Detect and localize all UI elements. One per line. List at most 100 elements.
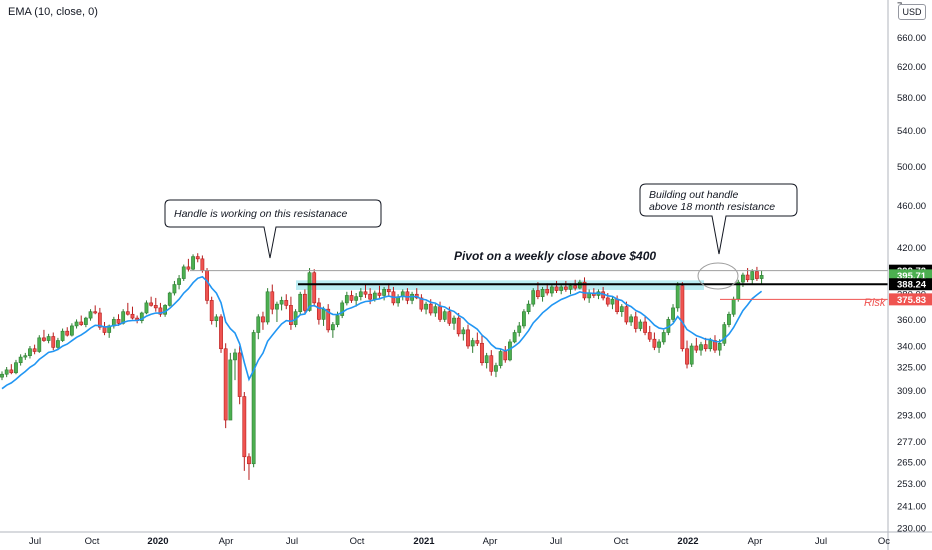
candle[interactable]: [680, 282, 685, 352]
candle[interactable]: [400, 289, 405, 301]
candle[interactable]: [386, 283, 391, 297]
candle[interactable]: [610, 296, 615, 310]
candle[interactable]: [316, 297, 321, 325]
candle[interactable]: [289, 296, 293, 330]
candle[interactable]: [703, 337, 708, 352]
candle[interactable]: [14, 359, 18, 375]
candle[interactable]: [275, 301, 279, 322]
candle[interactable]: [298, 291, 303, 315]
candle[interactable]: [195, 253, 200, 263]
candle[interactable]: [624, 301, 629, 325]
candle[interactable]: [139, 311, 144, 324]
candle[interactable]: [508, 339, 512, 362]
candle[interactable]: [60, 328, 65, 342]
candle[interactable]: [396, 294, 401, 307]
candle[interactable]: [256, 314, 261, 340]
candle[interactable]: [172, 280, 177, 296]
candle[interactable]: [153, 297, 158, 312]
candle[interactable]: [755, 266, 759, 281]
candle[interactable]: [302, 289, 307, 315]
candle[interactable]: [661, 329, 666, 345]
candle[interactable]: [270, 284, 275, 315]
candle[interactable]: [503, 345, 508, 363]
candle[interactable]: [74, 319, 79, 329]
candle[interactable]: [279, 296, 284, 311]
candle[interactable]: [330, 321, 335, 338]
candle[interactable]: [582, 277, 587, 301]
candle[interactable]: [149, 296, 154, 307]
candle[interactable]: [42, 329, 46, 342]
candle[interactable]: [619, 304, 624, 317]
candle[interactable]: [410, 291, 414, 305]
candle[interactable]: [736, 279, 741, 302]
candle[interactable]: [470, 337, 475, 353]
candle[interactable]: [0, 371, 4, 381]
candle[interactable]: [130, 306, 135, 320]
candle[interactable]: [326, 304, 331, 333]
candle[interactable]: [88, 309, 93, 321]
candle[interactable]: [167, 291, 172, 307]
candle[interactable]: [657, 339, 661, 353]
candle[interactable]: [522, 309, 526, 329]
candle[interactable]: [433, 304, 438, 317]
candle[interactable]: [46, 333, 51, 344]
candle[interactable]: [158, 302, 163, 317]
candle[interactable]: [265, 288, 270, 325]
candle[interactable]: [4, 367, 9, 378]
candle[interactable]: [111, 316, 116, 329]
candle[interactable]: [442, 309, 447, 322]
candle[interactable]: [727, 311, 731, 328]
candle[interactable]: [65, 327, 70, 337]
candle[interactable]: [205, 268, 209, 305]
candle[interactable]: [125, 302, 130, 316]
candle[interactable]: [759, 270, 764, 285]
candle[interactable]: [23, 352, 28, 360]
candle[interactable]: [358, 288, 363, 301]
candle[interactable]: [596, 289, 601, 300]
candle[interactable]: [219, 314, 223, 353]
candle[interactable]: [349, 290, 354, 303]
candle[interactable]: [563, 280, 568, 292]
candle[interactable]: [671, 304, 675, 322]
candle[interactable]: [480, 335, 484, 366]
candle[interactable]: [559, 284, 564, 295]
candle[interactable]: [251, 329, 256, 468]
candle[interactable]: [531, 288, 536, 307]
candle[interactable]: [475, 332, 480, 346]
candle[interactable]: [261, 311, 265, 330]
candle[interactable]: [18, 354, 23, 366]
candle[interactable]: [713, 335, 717, 353]
candle[interactable]: [750, 269, 755, 285]
candle[interactable]: [685, 340, 689, 369]
candle[interactable]: [745, 268, 750, 283]
candle[interactable]: [247, 453, 251, 480]
candle[interactable]: [512, 329, 517, 344]
candle[interactable]: [116, 314, 121, 326]
candle[interactable]: [694, 337, 699, 353]
candle[interactable]: [554, 280, 559, 294]
candle[interactable]: [354, 293, 359, 307]
candle[interactable]: [489, 350, 494, 376]
candle[interactable]: [200, 255, 205, 273]
candle[interactable]: [652, 332, 657, 351]
candle[interactable]: [699, 341, 703, 356]
candle[interactable]: [56, 337, 60, 351]
candle[interactable]: [638, 319, 643, 332]
candle[interactable]: [228, 352, 233, 421]
currency-badge[interactable]: USD: [898, 4, 926, 20]
candle[interactable]: [484, 352, 489, 369]
candle[interactable]: [186, 258, 191, 272]
candle[interactable]: [540, 286, 545, 302]
candle[interactable]: [102, 321, 107, 336]
candle[interactable]: [466, 324, 470, 349]
candle[interactable]: [214, 314, 219, 328]
candle[interactable]: [498, 348, 503, 369]
candle[interactable]: [144, 300, 149, 315]
candle[interactable]: [424, 301, 428, 315]
candle[interactable]: [209, 296, 214, 325]
candle[interactable]: [242, 392, 247, 471]
candle[interactable]: [647, 325, 652, 342]
candle[interactable]: [223, 343, 228, 429]
candle[interactable]: [344, 291, 349, 306]
